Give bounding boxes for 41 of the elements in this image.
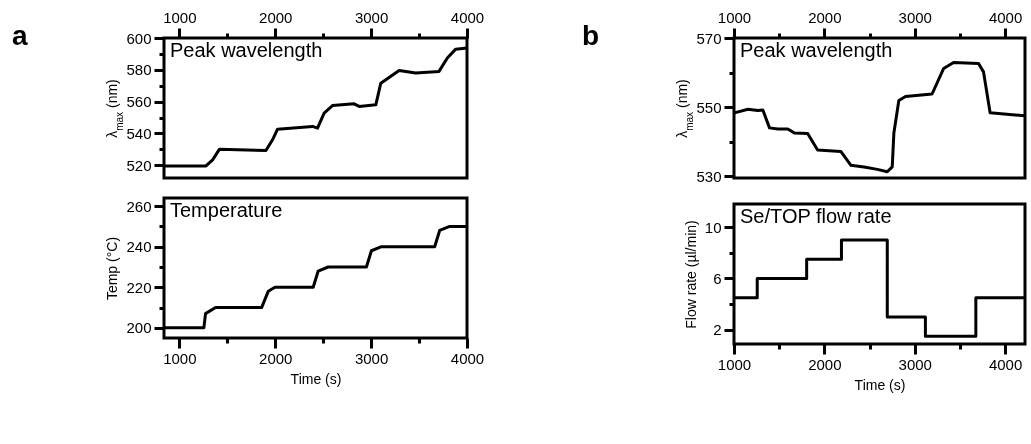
x-axis-title: Time (s) — [854, 376, 906, 393]
x-tick-label: 1000 — [717, 355, 752, 373]
x-tick-label: 4000 — [988, 8, 1023, 26]
x-tick-label: 4000 — [988, 355, 1023, 373]
y-tick-label: 6 — [713, 270, 722, 287]
text: a — [12, 20, 28, 51]
x-tick-label: 4000 — [450, 8, 485, 26]
y-tick-label: 220 — [126, 278, 152, 296]
x-tick-label: 1000 — [163, 349, 197, 367]
y-tick-label: 550 — [696, 98, 722, 116]
text: b — [582, 20, 600, 51]
y-tick-label: 560 — [126, 93, 152, 111]
x-tick-label: 3000 — [898, 8, 932, 26]
y-tick-label: 530 — [696, 167, 722, 185]
x-tick-label: 3000 — [354, 349, 389, 367]
y-tick-label: 520 — [126, 156, 152, 174]
chart-title: Se/TOP flow rate — [740, 205, 892, 227]
x-tick-label: 2000 — [808, 8, 842, 26]
y-tick-label: 540 — [126, 124, 152, 142]
y-tick-label: 570 — [696, 29, 722, 47]
y-axis-title: Temp (°C) — [104, 236, 121, 301]
x-tick-label: 1000 — [717, 8, 752, 26]
x-axis-title: Time (s) — [290, 370, 342, 387]
y-tick-label: 580 — [126, 61, 152, 79]
chart-title: Peak wavelength — [170, 39, 323, 61]
x-tick-label: 2000 — [808, 355, 842, 373]
chart-title: Temperature — [170, 199, 283, 221]
y-tick-label: 260 — [126, 197, 152, 215]
y-tick-label: 2 — [713, 321, 722, 339]
x-tick-label: 3000 — [354, 8, 389, 26]
y-tick-label: 240 — [126, 238, 152, 256]
y-tick-label: 600 — [126, 29, 152, 47]
chart-title: Peak wavelength — [740, 39, 893, 61]
x-tick-label: 4000 — [450, 349, 485, 367]
x-tick-label: 3000 — [898, 355, 932, 373]
x-tick-label: 1000 — [163, 8, 197, 26]
y-tick-label: 10 — [704, 218, 722, 236]
x-tick-label: 2000 — [259, 349, 293, 367]
y-tick-label: 200 — [126, 319, 152, 337]
y-axis-title: Flow rate (µl/min) — [682, 220, 699, 329]
x-tick-label: 2000 — [259, 8, 293, 26]
